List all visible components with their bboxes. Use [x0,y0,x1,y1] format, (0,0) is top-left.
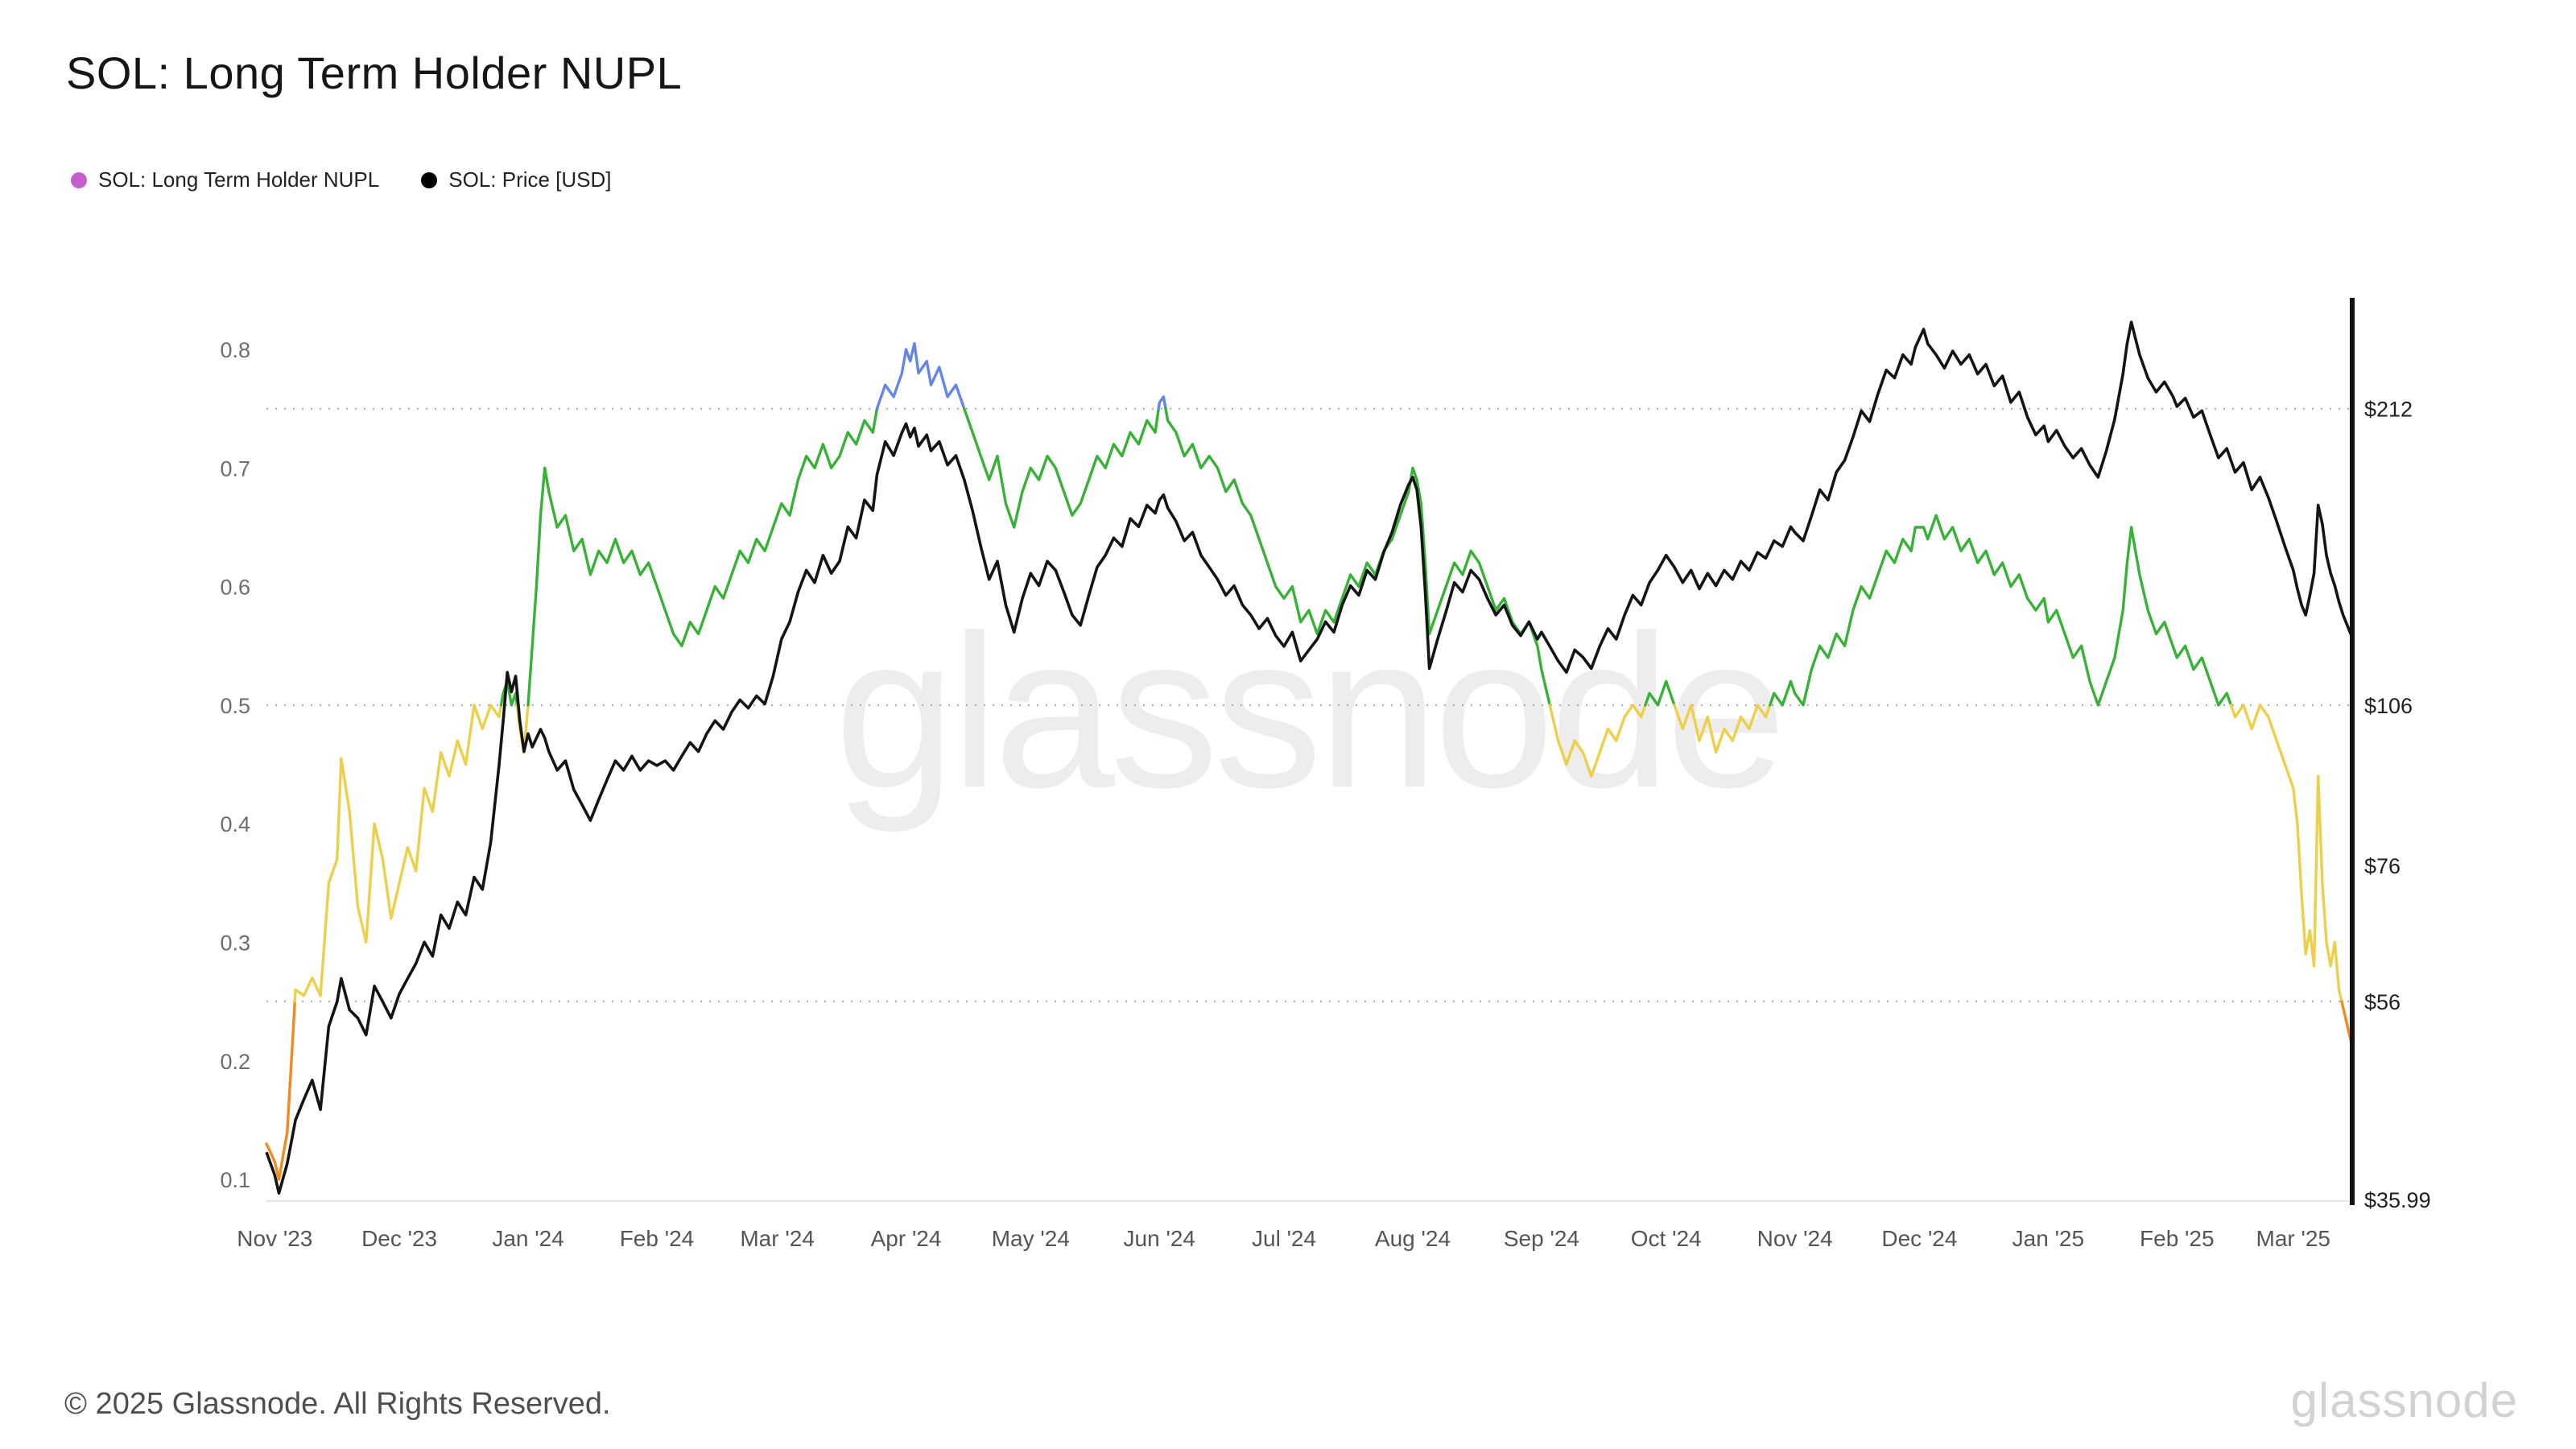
x-tick-label: May '24 [992,1226,1070,1251]
nupl-line-segment [293,704,503,1003]
x-tick-label: Feb '25 [2140,1226,2215,1251]
y-tick-label: 0.6 [220,576,250,600]
x-tick-label: Feb '24 [620,1226,695,1251]
y-axis-labels: 0.1 0.2 0.3 0.4 0.5 0.6 0.7 0.8 [220,338,250,1192]
glassnode-logo-bottom: glassnode [2290,1373,2518,1427]
page-title: SOL: Long Term Holder NUPL [66,47,683,98]
nupl-line-segment [1769,514,2233,707]
legend-item-nupl[interactable]: SOL: Long Term Holder NUPL [71,167,379,192]
price-tick-label: $212 [2364,398,2413,422]
x-tick-label: Apr '24 [871,1226,942,1251]
y-tick-label: 0.1 [220,1168,250,1192]
nupl-line-segment [2229,704,2343,1003]
nupl-line-segment [1673,704,1772,754]
x-axis-labels: Nov '23 Dec '23 Jan '24 Feb '24 Mar '24 Apr '… [237,1226,2330,1251]
y-tick-label: 0.4 [220,812,250,836]
nupl-legend-dot-icon [71,171,87,188]
x-tick-label: Mar '25 [2256,1226,2331,1251]
right-axis [2350,298,2355,1205]
nupl-series [265,341,2353,1181]
x-tick-label: Aug '24 [1375,1226,1451,1251]
legend-item-nupl-label: SOL: Long Term Holder NUPL [98,167,380,192]
price-tick-label: $106 [2364,694,2413,718]
right-axis-spine [2350,298,2355,1205]
nupl-line-segment [875,341,966,411]
x-tick-label: Nov '23 [237,1226,312,1251]
nupl-line-segment [499,679,518,707]
x-tick-label: Jul '24 [1252,1226,1316,1251]
nupl-line-segment [2340,1000,2353,1045]
nupl-line-segment [1157,395,1167,411]
x-tick-label: Dec '23 [361,1226,437,1251]
x-tick-label: Sep '24 [1504,1226,1579,1251]
price-tick-label: $56 [2364,990,2401,1014]
x-tick-label: Dec '24 [1881,1226,1957,1251]
price-tick-label: $35.99 [2364,1188,2431,1212]
nupl-line-segment [526,407,879,707]
nupl-line-segment [265,1000,296,1181]
nupl-line-segment [1164,407,1551,707]
y-tick-label: 0.2 [220,1050,250,1074]
nupl-line-segment [963,407,1160,529]
legend-item-price[interactable]: SOL: Price [USD] [421,167,612,192]
x-tick-label: Oct '24 [1631,1226,1702,1251]
nupl-line-segment [1644,679,1676,707]
footer-copyright: © 2025 Glassnode. All Rights Reserved. [64,1387,611,1421]
y-tick-label: 0.3 [220,931,250,956]
legend: SOL: Long Term Holder NUPL SOL: Price [U… [71,167,612,192]
y-tick-label: 0.8 [220,338,250,362]
price-series [265,320,2353,1195]
right-axis-labels: $212 $106 $76 $56 $35.99 [2364,398,2431,1212]
price-tick-label: $76 [2364,854,2401,878]
gridlines [266,407,2351,1202]
x-tick-label: Jan '25 [2013,1226,2084,1251]
x-tick-label: Jun '24 [1124,1226,1195,1251]
price-legend-dot-icon [421,171,438,188]
nupl-line-segment [1548,704,1647,778]
y-tick-label: 0.5 [220,694,250,718]
x-tick-label: Nov '24 [1757,1226,1833,1251]
y-tick-label: 0.7 [220,456,250,481]
price-line [265,320,2353,1195]
x-tick-label: Mar '24 [740,1226,815,1251]
legend-item-price-label: SOL: Price [USD] [448,167,612,192]
x-tick-label: Jan '24 [492,1226,564,1251]
